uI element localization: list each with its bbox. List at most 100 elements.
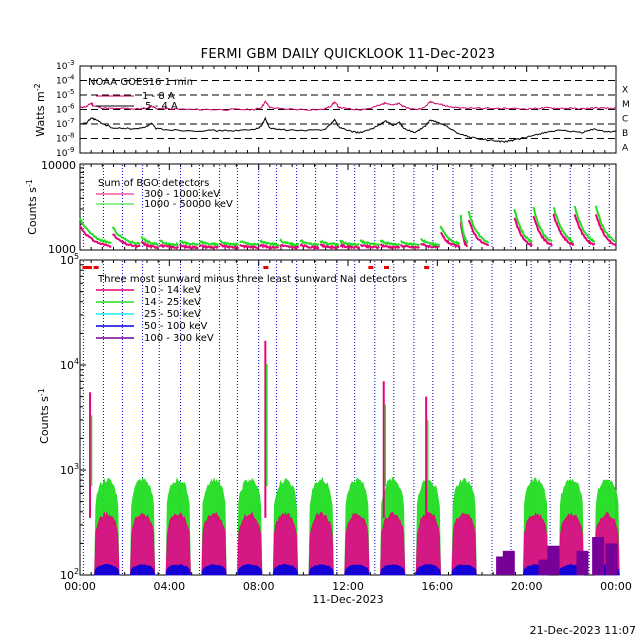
goes-y-tick-label: 10-4 [56,74,75,87]
nai-ylabel-exponent: -1 [37,388,46,396]
nai-purple-bump [605,543,618,575]
nai-day-arc [380,511,406,576]
nai-flare-mark [93,266,99,269]
bgo-series-line [319,239,340,247]
nai-day-arc [94,511,120,576]
bgo-series-line [467,219,490,247]
goes-y-tick-label: 10-5 [56,88,74,101]
nai-day-arc [237,511,263,576]
nai-y-tick-label: 104 [60,357,79,372]
bgo-series-line [279,238,300,248]
nai-day-arc [344,512,370,576]
goes-class-label: B [622,129,628,139]
nai-day-arc [237,563,263,576]
bgo-legend-label: 1000 - 50000 keV [144,199,233,210]
nai-y-tick-exponent: 5 [74,252,79,261]
nai-y-tick-exponent: 2 [74,567,79,576]
bgo-series-line [513,217,533,247]
nai-flare-mark [368,266,374,269]
nai-flare-mark [82,266,88,269]
bgo-series-line [299,242,320,251]
bgo-series-line [219,243,240,250]
nai-day-arc [451,564,477,576]
bgo-legend-title: Sum of BGO detectors [98,178,209,189]
bgo-series-line [399,243,420,250]
nai-y-tick-label: 103 [60,462,79,477]
goes-y-tick-exponent: -7 [67,117,74,125]
time-tick-label: 16:00 [421,580,453,593]
bgo-panel: 10000 1000 Counts s-1 Sum of BGO detectors3… [25,159,617,256]
bgo-series-line [79,225,112,248]
nai-day-arc [272,563,299,576]
bgo-series-line [467,210,490,244]
bgo-series-line [140,240,159,250]
bgo-series-line [420,238,441,247]
bgo-series-line [299,239,320,247]
bgo-series-line [513,208,533,243]
time-axis: 00:00 04:00 08:00 12:00 16:00 20:00 00:00 [64,580,632,593]
bgo-series-line [219,239,240,247]
goes-class-label: C [622,115,628,125]
bgo-series-line [532,206,553,243]
nai-day-arc [165,512,191,576]
nai-day-arc [415,511,442,576]
nai-purple-bump [547,545,560,575]
bgo-series-line [419,242,440,249]
chart-title: FERMI GBM DAILY QUICKLOOK 11-Dec-2023 [201,47,496,62]
goes-y-tick-exponent: -9 [67,146,74,154]
goes-y-tick-label: 10-7 [56,117,74,130]
bgo-series-line [359,243,380,250]
nai-day-arc [272,512,299,576]
nai-ylabel: Counts s-1 [37,388,51,444]
bgo-series-line [459,214,469,245]
bgo-series-line [112,233,141,248]
bgo-series-line [339,242,361,250]
nai-flare-mark [86,266,92,269]
bgo-series-line [532,215,553,247]
footer-timestamp: 21-Dec-2023 11:07 [530,624,636,637]
nai-day-arc [522,512,549,576]
nai-legend-label: 10 - 14 keV [144,285,201,296]
nai-legend-label: 14 - 25 keV [144,297,201,308]
goes-y-tick-exponent: -8 [67,132,74,140]
bgo-series-line [140,235,159,247]
bgo-y-tick-label: 1000 [48,243,76,256]
bgo-ylabel: Counts s-1 [25,179,39,235]
nai-day-arc [201,563,227,576]
bgo-series-line [159,243,180,250]
goes-y-tick-exponent: -4 [67,74,75,82]
goes-class-label: X [622,86,628,96]
bgo-series-line [573,205,596,243]
nai-legend-label: 50 - 100 keV [144,321,208,332]
bgo-series-line [239,243,259,250]
bgo-series-line [178,243,199,250]
nai-y-tick-label: 105 [60,252,79,267]
goes-y-tick-label: 10-3 [56,59,74,72]
bgo-series-line [400,240,420,247]
bgo-series-line [239,240,260,246]
bgo-series-line [179,240,199,247]
bgo-y-tick-label: 10000 [41,159,76,172]
nai-day-arc [130,563,156,576]
bgo-series-line [439,225,461,246]
nai-y-tick-exponent: 3 [74,462,79,471]
bgo-series-line [279,243,300,250]
goes-legend-label: .5 - 4 A [142,101,178,112]
bgo-series-line [259,239,280,247]
nai-day-arc [308,511,334,576]
bgo-series-line [379,239,401,246]
goes-y-tick-exponent: -3 [67,59,74,67]
time-tick-label: 04:00 [153,580,185,593]
bgo-series-line [573,214,596,246]
time-tick-label: 00:00 [600,580,632,593]
time-tick-label: 00:00 [64,580,96,593]
nai-purple-bump [576,550,589,575]
bgo-series-line [111,226,141,245]
goes-series-line [79,100,617,111]
bgo-series-line [199,240,220,247]
bgo-series-line [359,239,381,247]
nai-legend-title: Three most sunward minus three least sun… [97,274,407,285]
goes-ylabel-exponent: -2 [33,83,42,91]
